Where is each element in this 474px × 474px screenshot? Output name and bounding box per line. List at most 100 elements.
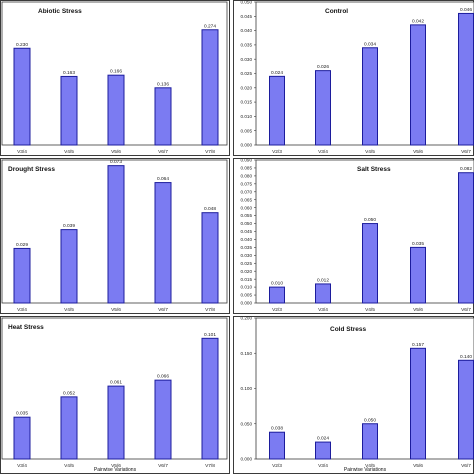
- x-tick-label: V5/6: [413, 149, 423, 155]
- y-tick-label: 0.015: [241, 100, 253, 105]
- x-tick-label: V6/7: [461, 149, 471, 155]
- bar-v5-6: [410, 24, 426, 146]
- data-label: 0.050: [364, 217, 376, 223]
- y-tick-label: 0.070: [241, 189, 253, 194]
- y-axis: 0.000 0.005 0.010 0.015 0.020 0.025 0.030 0.035…: [241, 0, 256, 148]
- x-tick-label: V4/5: [64, 307, 74, 313]
- y-tick-label: 0.050: [241, 0, 253, 5]
- x-tick-label: V3/4: [318, 463, 328, 469]
- bar-v6-7: [154, 182, 172, 304]
- x-tick-labels: V2/3 V3/4 V4/5 V5/6 V6/7: [272, 307, 471, 313]
- bars: [269, 347, 474, 460]
- data-label: 0.024: [271, 70, 283, 76]
- x-tick-label: V5/6: [413, 463, 423, 469]
- y-tick-label: 0.040: [241, 28, 253, 33]
- x-tick-label: V3/4: [17, 463, 27, 469]
- y-tick-label: 0.035: [241, 245, 253, 250]
- y-tick-label: 0.040: [241, 237, 253, 242]
- x-axis-label: Pairwise Variations: [94, 467, 137, 473]
- y-tick-label: 0.100: [241, 386, 253, 391]
- x-tick-label: V5/6: [111, 463, 121, 469]
- bar-v5-6: [107, 385, 125, 460]
- bars: [13, 29, 219, 146]
- value-labels: 0.230 0.163 0.166 0.136 0.274: [16, 23, 216, 87]
- x-tick-label: V2/3: [272, 307, 282, 313]
- bar-v7-8: [201, 212, 219, 304]
- x-tick-label: V6/7: [158, 463, 168, 469]
- x-tick-label: V6/7: [158, 149, 168, 155]
- y-axis: 0.000 0.005 0.010 0.015 0.020 0.025 0.030 0.035…: [241, 158, 256, 306]
- bars: [13, 165, 219, 304]
- x-tick-label: V3/4: [318, 307, 328, 313]
- panel-title: Control: [325, 8, 348, 15]
- data-label: 0.140: [460, 354, 472, 360]
- y-tick-label: 0.045: [241, 229, 253, 234]
- data-label: 0.163: [63, 70, 75, 76]
- panel-title: Heat Stress: [8, 324, 44, 331]
- bar-v3-4: [315, 70, 331, 146]
- y-tick-label: 0.050: [241, 421, 253, 426]
- bar-v3-4: [315, 283, 331, 304]
- bar-v3-4: [13, 247, 31, 304]
- bar-v4-5: [60, 229, 78, 304]
- data-label: 0.061: [110, 380, 122, 386]
- x-tick-label: V6/7: [461, 307, 471, 313]
- x-tick-label: V5/6: [111, 149, 121, 155]
- x-tick-labels: V3/4 V4/5 V5/6 V6/7 V7/8: [17, 307, 215, 313]
- y-tick-label: 0.000: [241, 457, 253, 462]
- bar-v7-8: [201, 29, 219, 146]
- data-label: 0.157: [412, 342, 424, 348]
- data-label: 0.042: [412, 18, 424, 24]
- y-tick-label: 0.150: [241, 351, 253, 356]
- y-tick-label: 0.010: [241, 114, 253, 119]
- value-labels: 0.029 0.039 0.073 0.064 0.048: [16, 159, 216, 248]
- data-label: 0.230: [16, 42, 28, 48]
- bar-v3-4: [315, 441, 331, 460]
- data-label: 0.052: [63, 390, 75, 396]
- bars: [269, 172, 474, 304]
- x-tick-label: V7/8: [205, 149, 215, 155]
- y-tick-label: 0.025: [241, 71, 253, 76]
- x-tick-label: V3/4: [17, 149, 27, 155]
- bar-v6-7: [154, 87, 172, 146]
- bar-v4-5: [362, 423, 378, 460]
- y-tick-label: 0.085: [241, 166, 253, 171]
- chart-panel-cold-stress: Cold Stress 0.038 0.024 0.050 0.157 0.140 V2…: [233, 316, 474, 474]
- chart-panel-drought-stress: Drought Stress 0.029 0.039 0.073 0.064 0.048…: [0, 158, 230, 314]
- data-label: 0.073: [110, 159, 122, 165]
- y-tick-label: 0.090: [241, 158, 253, 163]
- x-tick-label: V6/7: [461, 463, 471, 469]
- y-tick-label: 0.080: [241, 173, 253, 178]
- x-tick-labels: V2/3 V3/4 V4/5 V5/6 V6/7: [272, 149, 471, 155]
- data-label: 0.035: [16, 411, 28, 417]
- data-label: 0.010: [271, 281, 283, 287]
- bar-v4-5: [362, 223, 378, 304]
- data-label: 0.082: [460, 166, 472, 172]
- x-tick-labels: V3/4 V4/5 V5/6 V6/7 V7/8: [17, 149, 215, 155]
- y-tick-label: 0.005: [241, 128, 253, 133]
- chart-panel-control: Control 0.024 0.026 0.034 0.042 0.046 V2/3 V3…: [233, 0, 474, 156]
- x-tick-label: V7/8: [205, 463, 215, 469]
- bar-v4-5: [60, 75, 78, 146]
- x-tick-label: V7/8: [205, 307, 215, 313]
- y-tick-label: 0.045: [241, 14, 253, 19]
- bar-v3-4: [13, 416, 31, 460]
- x-tick-labels: V3/4 V4/5 V5/6 V6/7 V7/8: [17, 463, 215, 469]
- bar-v4-5: [362, 47, 378, 146]
- panel-title: Salt Stress: [357, 166, 391, 173]
- x-tick-label: V5/6: [413, 307, 423, 313]
- bar-v5-6: [410, 347, 426, 460]
- y-tick-label: 0.055: [241, 213, 253, 218]
- x-axis-label: Pairwise Variations: [344, 467, 387, 473]
- value-labels: 0.024 0.026 0.034 0.042 0.046: [271, 7, 472, 76]
- chart-panel-salt-stress: Salt Stress 0.010 0.012 0.050 0.035 0.082 V2…: [233, 158, 474, 314]
- y-tick-label: 0.025: [241, 261, 253, 266]
- x-tick-label: V5/6: [111, 307, 121, 313]
- y-tick-label: 0.075: [241, 181, 253, 186]
- data-label: 0.029: [16, 242, 28, 248]
- x-tick-labels: V2/3 V3/4 V4/5 V5/6 V6/7: [272, 463, 471, 469]
- x-tick-label: V4/5: [64, 463, 74, 469]
- x-tick-label: V6/7: [158, 307, 168, 313]
- data-label: 0.039: [63, 223, 75, 229]
